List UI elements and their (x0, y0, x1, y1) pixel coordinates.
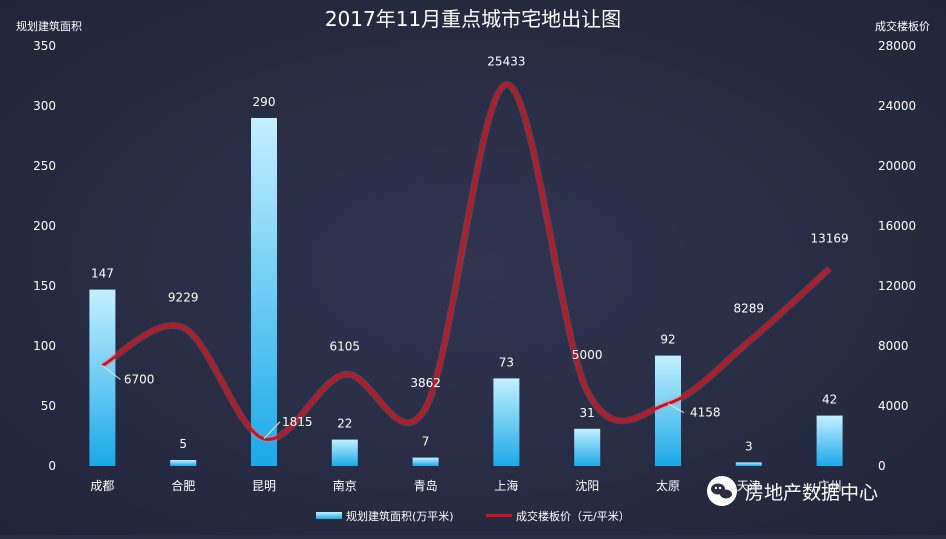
line-label-leader (102, 365, 121, 380)
bar-value-label: 7 (422, 435, 430, 449)
y-right-tick-label: 20000 (878, 159, 916, 173)
bar-value-label: 31 (580, 406, 595, 420)
bar-value-label: 290 (253, 95, 276, 109)
wechat-icon (707, 476, 737, 506)
watermark-text: 房地产数据中心 (745, 482, 878, 504)
bar-value-label: 5 (179, 437, 187, 451)
y-right-tick-label: 28000 (878, 39, 916, 53)
line-label-leader (667, 403, 685, 414)
x-category-label: 上海 (494, 478, 518, 493)
line-value-label: 25433 (487, 55, 525, 69)
bar-value-label: 3 (745, 439, 753, 453)
line-value-label: 8289 (734, 302, 765, 316)
bar (735, 462, 762, 466)
bar-value-label: 147 (91, 267, 114, 281)
legend-bar-label: 规划建筑面积(万平米) (346, 509, 454, 523)
x-category-label: 广州 (818, 479, 842, 493)
y-left-tick-label: 250 (33, 159, 56, 173)
line-value-label: 13169 (811, 231, 849, 245)
x-category-label: 南京 (333, 478, 357, 493)
x-category-label: 昆明 (252, 479, 276, 493)
bar (816, 415, 843, 466)
bar (412, 457, 439, 466)
y-right-tick-label: 12000 (878, 279, 916, 293)
x-category-label: 太原 (656, 478, 680, 493)
y-right-tick-label: 4000 (878, 399, 909, 413)
x-category-label: 青岛 (414, 478, 438, 493)
y-left-tick-label: 50 (41, 399, 56, 413)
bar-value-label: 22 (337, 417, 352, 431)
legend-bar-swatch (316, 512, 342, 519)
bar (493, 378, 520, 466)
right-axis-title: 成交楼板价 (875, 19, 930, 33)
x-category-label: 沈阳 (575, 478, 599, 493)
price-line-glow (100, 81, 832, 443)
price-line (101, 83, 831, 441)
x-category-label: 天津 (737, 479, 761, 493)
bar (251, 118, 277, 466)
bar-value-label: 73 (499, 355, 514, 369)
y-right-tick-label: 16000 (878, 219, 916, 233)
y-right-tick-label: 8000 (878, 339, 909, 353)
left-axis-title: 规划建筑面积 (16, 19, 82, 33)
bar (89, 289, 116, 466)
x-category-label: 成都 (90, 479, 114, 493)
bar (574, 428, 601, 466)
line-value-label: 1815 (282, 415, 313, 429)
line-value-label: 9229 (168, 291, 199, 305)
y-left-tick-label: 100 (33, 339, 56, 353)
line-value-label: 6105 (330, 339, 361, 353)
line-value-label: 5000 (572, 348, 603, 362)
chart-title: 2017年11月重点城市宅地出让图 (325, 7, 621, 31)
bar (331, 439, 358, 466)
line-label-leader (263, 421, 281, 440)
y-right-tick-label: 0 (878, 459, 886, 473)
bar (655, 355, 681, 466)
legend-line-label: 成交楼板价（元/平米） (516, 509, 630, 523)
line-value-label: 3862 (410, 376, 441, 390)
y-left-tick-label: 200 (33, 219, 56, 233)
bar-value-label: 42 (822, 393, 837, 407)
line-value-label: 4158 (690, 406, 721, 420)
y-left-tick-label: 150 (33, 279, 56, 293)
y-left-tick-label: 350 (33, 39, 56, 53)
watermark: 房地产数据中心 (707, 476, 878, 506)
bar-value-label: 92 (660, 333, 675, 347)
y-right-tick-label: 24000 (878, 99, 916, 113)
line-value-label: 6700 (124, 373, 155, 387)
x-category-label: 合肥 (171, 478, 195, 493)
y-left-tick-label: 0 (48, 459, 56, 473)
y-left-tick-label: 300 (33, 99, 56, 113)
bar (170, 460, 197, 466)
